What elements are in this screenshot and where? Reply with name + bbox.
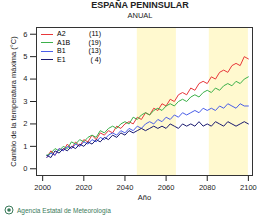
svg-text:0: 0 <box>23 164 27 173</box>
html-text:ANUAL: ANUAL <box>127 11 153 20</box>
html-text:B1: B1 <box>57 47 66 54</box>
svg-text:2060: 2060 <box>158 183 175 192</box>
html-text:Agencia Estatal de Meteorologí: Agencia Estatal de Meteorología <box>17 206 111 214</box>
html-text:E1: E1 <box>57 55 66 63</box>
svg-text:5: 5 <box>23 52 27 61</box>
html-text:A1B: A1B <box>57 38 71 46</box>
svg-text:2100: 2100 <box>240 183 257 192</box>
svg-text:2040: 2040 <box>117 183 134 192</box>
html-text:A2: A2 <box>57 30 66 37</box>
svg-text:1: 1 <box>23 142 27 151</box>
svg-text:4: 4 <box>23 74 27 83</box>
svg-text:3: 3 <box>23 97 27 106</box>
svg-text:2: 2 <box>23 119 27 128</box>
svg-text:6: 6 <box>23 30 27 39</box>
html-text:( 4): ( 4) <box>90 55 101 63</box>
html-text:ESPAÑA PENINSULAR: ESPAÑA PENINSULAR <box>91 0 189 10</box>
svg-text:2080: 2080 <box>199 183 216 192</box>
svg-text:2020: 2020 <box>75 183 92 192</box>
svg-text:Año: Año <box>138 193 151 202</box>
html-text:(19): (19) <box>88 38 101 46</box>
svg-text:2000: 2000 <box>34 183 51 192</box>
svg-text:Cambio de la temperatura máxim: Cambio de la temperatura máxima (°C) <box>9 36 18 167</box>
html-text:(11): (11) <box>89 30 101 37</box>
html-text:(13): (13) <box>88 47 101 54</box>
